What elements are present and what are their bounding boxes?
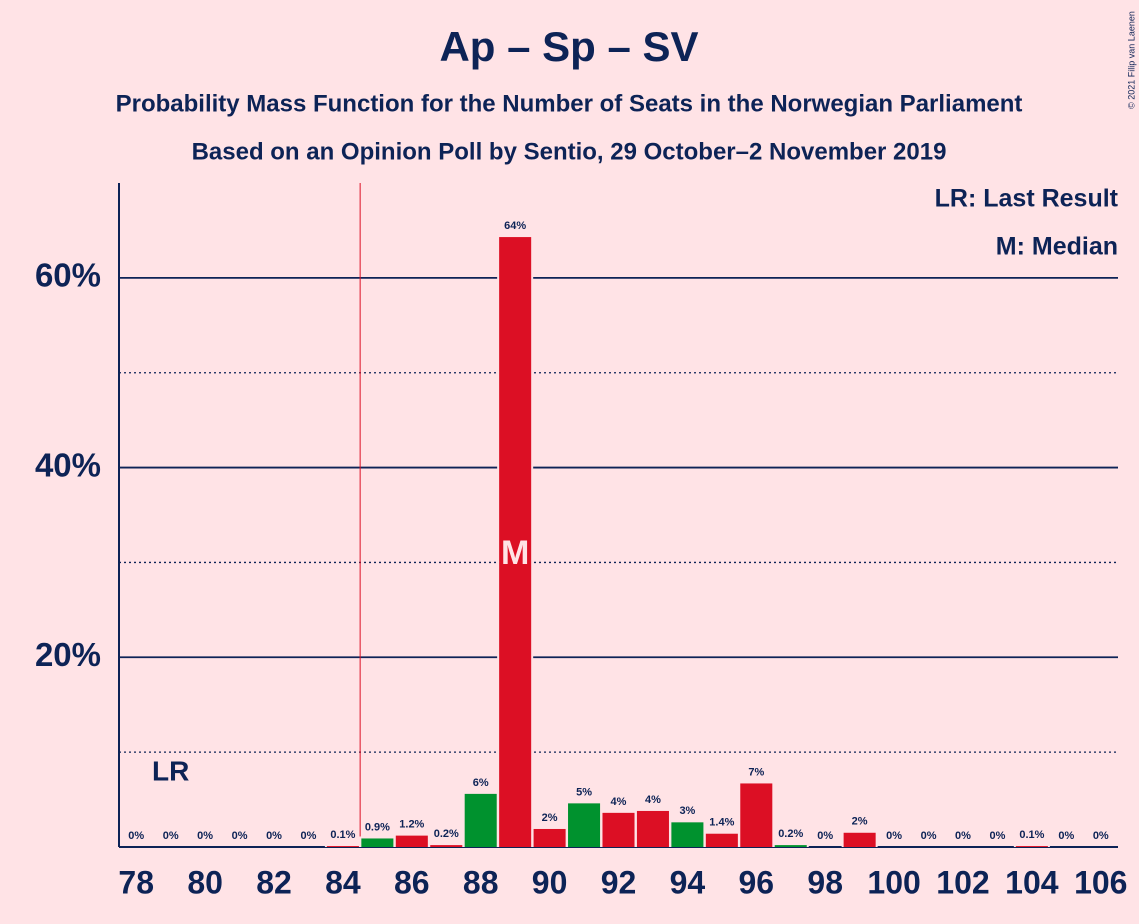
value-label: 1.2% [399,819,424,831]
value-label: 1.4% [709,817,734,829]
x-tick-label: 94 [670,864,706,900]
bar [395,835,428,847]
x-tick-label: 84 [325,864,361,900]
legend-entry: LR: Last Result [935,185,1119,213]
credit: © 2021 Filip van Laenen [1126,11,1136,109]
x-tick-label: 80 [187,864,223,900]
value-label: 0% [989,830,1005,842]
value-label: 2% [852,816,868,828]
bar-gap [428,843,465,847]
bar [430,845,463,847]
bar [464,793,497,847]
bar [533,828,566,847]
y-tick-label: 60% [35,257,101,294]
x-tick-label: 98 [807,864,843,900]
chart-title: Ap – Sp – SV [439,23,698,70]
bar [326,846,359,847]
value-label: 0% [163,830,179,842]
value-label: 0% [955,830,971,842]
chart-subtitle: Probability Mass Function for the Number… [116,90,1023,117]
value-label: 0% [301,830,317,842]
x-tick-label: 90 [532,864,568,900]
x-tick-label: 88 [463,864,499,900]
last-result-marker: LR [152,755,189,786]
value-label: 0% [1058,830,1074,842]
bar [1015,846,1048,847]
x-tick-label: 102 [936,864,989,900]
bar [499,237,532,847]
value-label: 6% [473,777,489,789]
x-tick-label: 92 [601,864,637,900]
value-label: 0% [266,830,282,842]
value-label: 0% [921,830,937,842]
value-label: 3% [679,805,695,817]
value-label: 0% [817,830,833,842]
bar [602,812,635,847]
value-label: 0% [128,830,144,842]
x-tick-label: 100 [867,864,920,900]
value-label: 0.9% [365,821,390,833]
bar [705,833,738,847]
value-label: 2% [542,812,558,824]
bar [361,838,394,847]
bar [636,810,669,847]
median-marker: M [501,534,529,572]
y-tick-label: 20% [35,636,101,673]
bar [843,832,876,847]
value-label: 0% [1093,830,1109,842]
bar-gap [324,844,361,847]
y-tick-label: 40% [35,446,101,483]
x-tick-label: 106 [1074,864,1127,900]
value-label: 0% [197,830,213,842]
x-tick-label: 104 [1005,864,1059,900]
bar [774,845,807,847]
value-label: 0.1% [330,829,355,841]
bar-gap [1013,844,1050,847]
value-label: 0.1% [1019,829,1044,841]
value-label: 7% [748,766,764,778]
value-label: 0% [886,830,902,842]
chart-subtitle: Based on an Opinion Poll by Sentio, 29 O… [192,138,947,165]
x-tick-label: 78 [118,864,154,900]
bar [568,803,601,847]
x-tick-label: 86 [394,864,430,900]
x-tick-label: 96 [738,864,774,900]
value-label: 0.2% [434,828,459,840]
bar-gap [772,843,809,847]
value-label: 4% [611,796,627,808]
legend-entry: M: Median [996,233,1118,261]
value-label: 64% [504,220,526,232]
value-label: 0.2% [778,828,803,840]
value-label: 4% [645,794,661,806]
bar [671,822,704,847]
bar [740,783,773,847]
x-tick-label: 82 [256,864,292,900]
value-label: 0% [232,830,248,842]
value-label: 5% [576,786,592,798]
